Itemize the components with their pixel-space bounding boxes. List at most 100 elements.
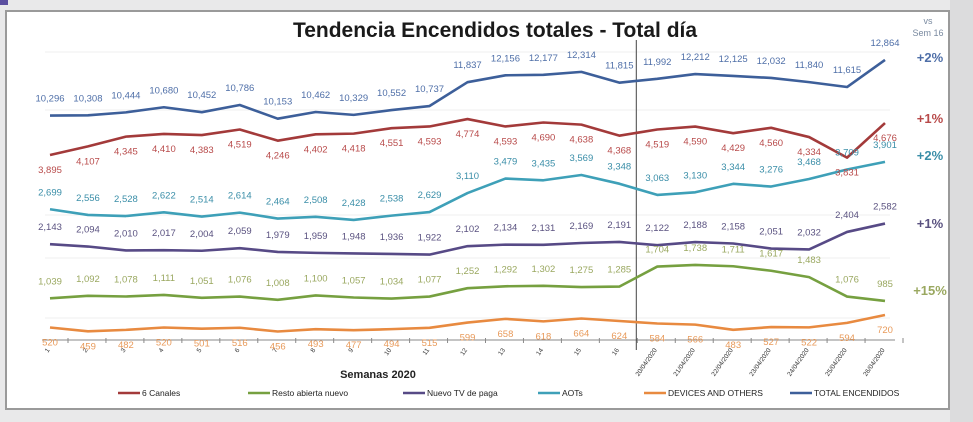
data-label: 4,402 (304, 144, 328, 155)
data-label: 10,153 (263, 97, 292, 108)
data-label: 3,479 (494, 157, 518, 168)
change-labels: +2% +1% +2% +1% +15% (913, 50, 947, 298)
data-label: 566 (687, 335, 703, 346)
data-label: 11,837 (453, 60, 481, 71)
data-label: 1,959 (304, 231, 328, 242)
corner-accent (0, 0, 8, 5)
change-vs-sem16-label: +15% (913, 283, 947, 298)
x-tick-label: 8 (310, 347, 318, 354)
data-label: 12,314 (567, 50, 596, 61)
x-tick-label: 26/04/2020 (862, 347, 887, 378)
data-label: 720 (877, 325, 893, 336)
data-label: 1,076 (228, 275, 252, 286)
data-label: 2,514 (190, 195, 214, 206)
data-label: 1,617 (759, 249, 783, 260)
x-tick-label: 1 (44, 347, 52, 354)
series-line-resto-abierta-nuevo (49, 263, 886, 303)
data-label: 1,077 (418, 275, 442, 286)
data-label: 4,676 (873, 133, 897, 144)
data-label: 10,680 (149, 85, 178, 96)
x-tick-label: 11 (422, 347, 432, 357)
x-tick-label: 7 (272, 347, 280, 354)
data-label: 3,468 (797, 157, 821, 168)
data-label: 3,276 (759, 165, 783, 176)
data-label: 4,410 (152, 144, 176, 155)
data-label: 2,131 (532, 223, 556, 234)
data-label: 2,528 (114, 194, 138, 205)
data-label: 4,638 (569, 135, 593, 146)
data-label: 459 (80, 341, 96, 352)
data-label: 1,078 (114, 274, 138, 285)
data-label: 11,840 (795, 60, 823, 71)
data-label: 516 (232, 338, 248, 349)
data-label: 4,107 (76, 156, 100, 167)
change-vs-sem16-label: +2% (917, 148, 944, 163)
background-shade (950, 0, 973, 422)
x-tick-label: 12 (459, 347, 469, 357)
series-lines (49, 58, 886, 333)
data-label: 1,034 (380, 277, 404, 288)
data-label: 1,039 (38, 276, 62, 287)
chart-frame (5, 10, 950, 410)
data-label: 594 (839, 333, 855, 344)
data-label: 2,004 (190, 229, 214, 240)
series-line-devices-and-others (49, 313, 886, 333)
data-label: 2,169 (569, 221, 593, 232)
data-label: 2,428 (342, 198, 366, 209)
data-label: 1,275 (569, 265, 593, 276)
data-label: 1,252 (456, 266, 480, 277)
legend: 6 Canales Resto abierta nuevo Nuevo TV de … (118, 388, 900, 398)
data-label: 2,122 (645, 223, 669, 234)
data-label: 520 (156, 338, 172, 349)
data-label: 10,462 (301, 90, 330, 101)
data-label: 2,010 (114, 228, 138, 239)
data-label: 2,538 (380, 194, 404, 205)
data-label: 2,582 (873, 202, 897, 213)
data-label: 4,418 (342, 144, 366, 155)
data-label: 1,092 (76, 274, 100, 285)
data-label: 2,508 (304, 195, 328, 206)
data-label: 1,704 (645, 245, 669, 256)
data-label: 2,102 (456, 224, 480, 235)
legend-label: Resto abierta nuevo (272, 388, 348, 398)
data-label: 2,556 (76, 193, 100, 204)
data-label: 12,156 (491, 53, 520, 64)
data-label: 3,895 (38, 165, 62, 176)
data-label: 1,051 (190, 276, 214, 287)
comparison-header-vs: vs (924, 16, 934, 26)
data-label: 2,134 (494, 223, 518, 234)
data-label: 11,992 (643, 57, 671, 68)
data-label: 12,212 (681, 52, 710, 63)
change-vs-sem16-label: +2% (917, 50, 944, 65)
series-line-6-canales (49, 117, 886, 159)
data-label: 2,191 (607, 220, 631, 231)
data-label: 4,774 (456, 129, 480, 140)
data-label: 482 (118, 340, 134, 351)
data-label: 3,831 (835, 168, 859, 179)
data-label: 527 (763, 337, 779, 348)
x-tick-label: 22/04/2020 (710, 347, 735, 378)
data-label: 10,786 (225, 83, 254, 94)
data-label: 1,922 (418, 233, 442, 244)
data-label: 1,738 (683, 243, 707, 254)
data-label: 501 (194, 339, 210, 350)
x-tick-label: 14 (535, 347, 545, 357)
data-label: 4,383 (190, 145, 214, 156)
data-label: 618 (535, 331, 551, 342)
data-label: 4,551 (380, 138, 404, 149)
data-label: 584 (649, 334, 665, 345)
change-vs-sem16-label: +1% (917, 111, 944, 126)
data-label: 483 (725, 340, 741, 351)
x-tick-label: 4 (158, 347, 166, 354)
x-tick-label: 25/04/2020 (824, 347, 849, 378)
data-label: 3,348 (607, 162, 631, 173)
data-label: 2,614 (228, 191, 252, 202)
legend-label: TOTAL ENCENDIDOS (814, 388, 900, 398)
comparison-header-week: Sem 16 (912, 28, 943, 38)
legend-label: Nuevo TV de paga (427, 388, 498, 398)
data-label: 3,569 (569, 153, 593, 164)
data-label: 477 (346, 340, 362, 351)
x-tick-label: 2 (82, 347, 90, 354)
x-tick-label: 10 (383, 347, 393, 357)
data-label: 3,709 (835, 147, 859, 158)
